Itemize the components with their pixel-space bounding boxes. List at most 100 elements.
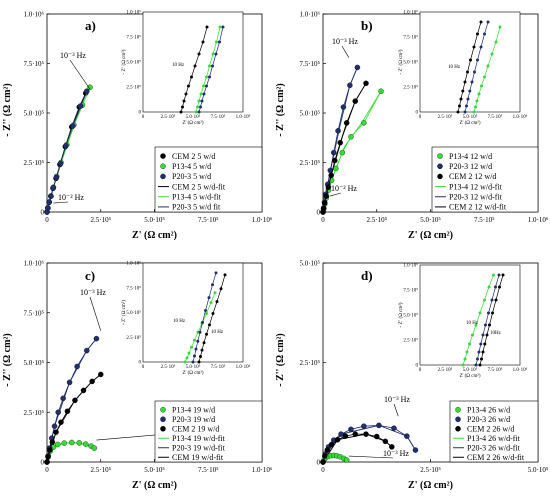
annotation-arrow [69, 59, 91, 90]
inset-data-point [197, 99, 201, 103]
x-tick-label: 1.0·10⁶ [252, 466, 273, 474]
inset-data-point [200, 99, 204, 103]
data-point [47, 447, 53, 453]
data-point [363, 80, 369, 87]
inset-plot: 0 2.5·10⁵ 5.0·10⁵ 7.5·10⁵ 1.0·10⁶ 0 2.5·10⁵ 5.0… [121, 261, 251, 377]
inset-data-point [187, 84, 190, 88]
legend-label: P13-4 12 w/d-fit [449, 182, 503, 191]
legend-marker [455, 416, 461, 422]
inset-x-axis-label: Z' (Ω cm²) [459, 373, 480, 379]
inset-data-point [463, 357, 467, 361]
inset-data-point [202, 92, 206, 96]
legend-label: P20-3 26 w/d-fit [467, 444, 521, 453]
y-tick-label: 0 [41, 459, 45, 467]
inset-data-point [187, 351, 191, 355]
inset-data-point [198, 330, 202, 334]
legend-label: CEM 2 26 w/d-fit [467, 453, 525, 462]
inset-data-point [199, 105, 202, 109]
inset-x-tick-label: 7.5·10⁵ [211, 114, 226, 120]
inset-y-tick-label: 5.0·10⁵ [403, 60, 418, 66]
data-point [68, 439, 75, 446]
inset-series-line-3 [198, 274, 226, 363]
legend-box [154, 146, 263, 213]
inset-data-point [479, 45, 483, 49]
inset-data-point [197, 52, 201, 56]
legend-label: P13-4 19 w/d-fit [172, 434, 226, 443]
legend-label: P13-4 5 w/d [172, 162, 211, 171]
inset-data-point [466, 97, 470, 101]
inset-data-point [223, 273, 227, 277]
inset-data-point [211, 311, 215, 315]
inset-data-point [218, 40, 221, 44]
legend-label: P13-4 19 w/d [172, 406, 215, 415]
data-point [352, 431, 358, 437]
y-tick-label: 1.0·10⁶ [299, 11, 320, 19]
inset-data-point [474, 323, 478, 327]
y-tick-label: 2.5·10⁵ [23, 409, 44, 417]
inset-data-point [481, 350, 485, 354]
inset-x-axis-label: Z' (Ω cm²) [459, 120, 480, 126]
inset-data-point [494, 40, 498, 44]
data-point [57, 160, 64, 167]
inset-frame [419, 264, 521, 366]
panel-label: b) [361, 18, 373, 33]
inset-data-point [214, 271, 218, 275]
inset-data-point [181, 105, 184, 109]
inset-data-point [487, 285, 491, 289]
inset-data-point [477, 350, 481, 354]
data-point [323, 193, 329, 199]
data-point [376, 422, 382, 429]
inset-frame [142, 262, 244, 363]
inset-data-point [201, 320, 204, 324]
inset-data-point [469, 58, 472, 62]
data-point [66, 379, 73, 386]
data-point [382, 438, 389, 445]
inset-series-line-3 [473, 26, 501, 113]
data-point [354, 64, 361, 71]
inset-data-point [492, 273, 495, 277]
inset-data-point [456, 110, 460, 114]
y-tick-label: 7.5·10⁵ [23, 60, 44, 68]
inset-data-point [470, 80, 474, 84]
inset-y-tick-label: 0 [139, 111, 142, 116]
inset-data-point [501, 273, 505, 277]
data-point [82, 441, 89, 447]
inset-data-point [213, 291, 217, 295]
panel-label: a) [85, 18, 96, 33]
data-point [328, 172, 334, 179]
inset-data-point [490, 298, 494, 302]
legend-marker [437, 173, 443, 180]
inset-data-point [205, 332, 208, 336]
data-point [72, 397, 78, 404]
inset-data-point [465, 350, 469, 354]
inset-y-tick-label: 7.5·10⁵ [126, 285, 141, 291]
inset-data-point [185, 356, 189, 360]
inset-data-point [477, 92, 481, 96]
data-point [320, 205, 327, 212]
x-tick-label: 5.0·10⁵ [528, 466, 549, 474]
data-point [87, 84, 93, 91]
inset-frequency-annotation: 10Hz [490, 331, 502, 336]
inset-series-line-1 [462, 274, 494, 366]
y-tick-label: 1.0·10⁶ [23, 260, 44, 268]
inset-data-point [488, 323, 491, 327]
legend-label: P20-3 19 w/d [172, 415, 215, 424]
x-tick-label: 7.5·10⁵ [198, 216, 219, 224]
inset-data-point [196, 339, 200, 343]
y-tick-label: 0 [41, 209, 45, 217]
data-point [325, 184, 332, 190]
y-tick-label: 5.0·10⁵ [23, 110, 44, 118]
x-axis-label: Z' (Ω cm²) [132, 230, 177, 241]
inset-y-tick-label: 0 [416, 364, 419, 369]
x-tick-label: 2.5·10⁵ [420, 466, 441, 474]
y-axis-label: - Z'' (Ω cm²) [2, 83, 13, 137]
inset-y-tick-label: 7.5·10⁵ [126, 35, 141, 41]
inset-x-tick-label: 7.5·10⁵ [488, 367, 503, 373]
inset-series-line-2 [475, 274, 500, 366]
frequency-annotation: 10⁻³ Hz [384, 395, 410, 404]
legend-marker [160, 163, 166, 169]
inset-data-point [487, 311, 490, 315]
inset-x-axis-label: Z' (Ω cm²) [182, 120, 203, 126]
inset-data-point [191, 360, 195, 364]
